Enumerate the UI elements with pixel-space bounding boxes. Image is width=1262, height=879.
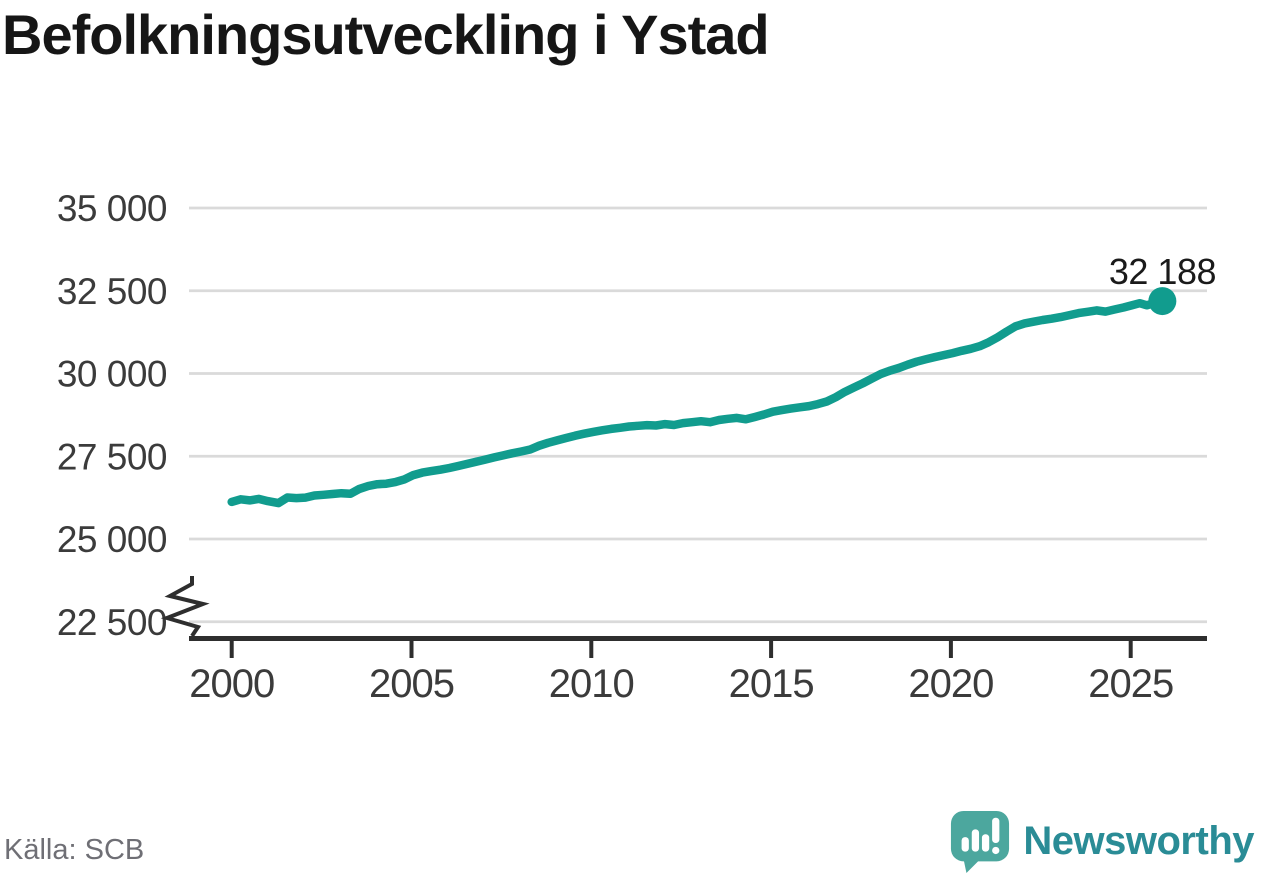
y-axis-tick-label: 30 000 (57, 354, 167, 395)
x-axis-tick-label: 2015 (729, 662, 814, 706)
newsworthy-logo-text: Newsworthy (1023, 818, 1254, 863)
latest-value-label: 32 188 (1109, 251, 1216, 292)
latest-value-dot (1148, 287, 1177, 316)
y-axis-tick-label: 27 500 (57, 436, 167, 477)
chart-title: Befolkningsutveckling i Ystad (2, 3, 770, 66)
y-axis-labels: 35 000 32 500 30 000 27 500 25 000 22 500 (57, 188, 168, 643)
x-axis-line (189, 636, 1207, 641)
y-axis-break-icon (160, 576, 210, 638)
y-axis-tick-label: 25 000 (57, 519, 167, 560)
axis-break-zigzag-icon (160, 576, 210, 638)
logo-bubble-shape (951, 810, 1010, 873)
population-line-series (227, 296, 1167, 508)
source-note: Källa: SCB (4, 834, 145, 866)
x-axis-tick-label: 2020 (908, 662, 993, 706)
x-axis-tick-label: 2010 (549, 662, 634, 706)
latest-value-annotation: 32 188 (1109, 251, 1217, 316)
x-axis-tick-label: 2005 (369, 662, 454, 706)
newsworthy-logo-icon (951, 810, 1010, 873)
logo-bar-icon (961, 837, 970, 852)
newsworthy-logo: Newsworthy (949, 809, 1254, 873)
logo-exclamation-icon (992, 817, 1000, 843)
logo-exclamation-dot-icon (992, 846, 1000, 855)
logo-bar-icon (982, 834, 990, 852)
x-axis-tick-label: 2000 (189, 662, 274, 706)
population-line (227, 296, 1167, 508)
y-axis-tick-label: 22 500 (57, 602, 167, 643)
y-axis-tick-label: 32 500 (57, 271, 167, 312)
logo-bar-icon (972, 829, 980, 852)
gridlines (189, 206, 1207, 624)
x-axis-tick-label: 2025 (1088, 662, 1173, 706)
y-axis-tick-label: 35 000 (57, 188, 167, 229)
x-axis: 2000 2005 2010 2015 2020 2025 (189, 636, 1207, 706)
